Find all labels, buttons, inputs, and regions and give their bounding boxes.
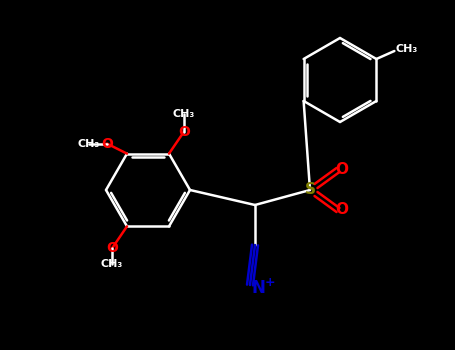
- Text: CH₃: CH₃: [173, 108, 195, 119]
- Text: O: O: [106, 241, 118, 255]
- Text: O: O: [101, 136, 113, 150]
- Text: CH₃: CH₃: [78, 139, 100, 149]
- Text: O: O: [178, 125, 190, 139]
- Text: CH₃: CH₃: [395, 44, 418, 54]
- Text: +: +: [265, 275, 275, 288]
- Text: N: N: [251, 279, 265, 297]
- Text: S: S: [304, 182, 315, 197]
- Text: O: O: [335, 162, 349, 177]
- Text: CH₃: CH₃: [101, 259, 123, 270]
- Text: O: O: [335, 203, 349, 217]
